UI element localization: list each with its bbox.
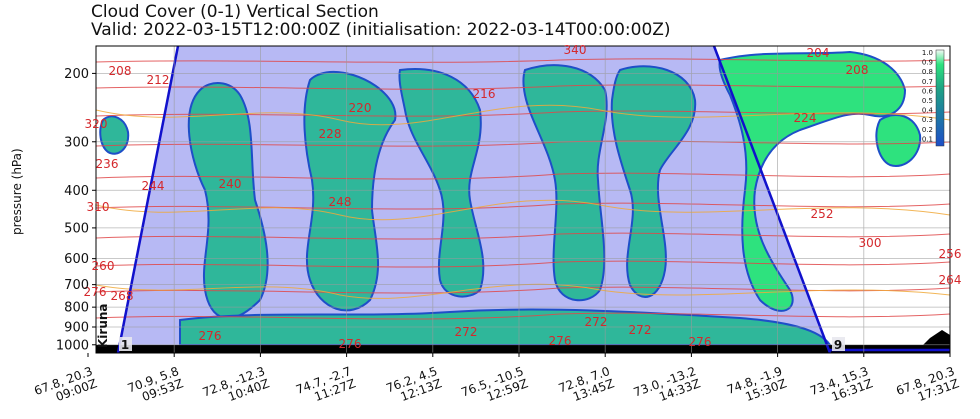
markers: 1 9 Kiruna	[96, 303, 845, 352]
contour-labels: 208 212 220 216 228 340 204 208 224 236 320 244 240 2…	[84, 43, 962, 351]
chart-subtitle: Valid: 2022-03-15T12:00:00Z (initialisat…	[91, 20, 671, 40]
contour-label: 244	[142, 179, 165, 193]
contour-label: 248	[329, 195, 352, 209]
y-tick-label: 300	[64, 135, 89, 150]
contour-label: 220	[349, 101, 372, 115]
contour-label: 208	[109, 64, 132, 78]
cloud-blob	[610, 65, 697, 298]
contour-label: 228	[319, 127, 342, 141]
marker-box	[832, 337, 845, 351]
grid	[96, 46, 950, 353]
colorbar-tick-label: 1.0	[922, 49, 933, 57]
contour-label: 272	[455, 325, 478, 339]
contour-label: 276	[199, 329, 222, 343]
x-tick-label: 76.2, 4.512:13Z	[384, 364, 443, 404]
contour-line	[96, 260, 950, 268]
x-tick-label: 73.0, -13.214:33Z	[632, 364, 703, 404]
contour-line	[96, 172, 950, 180]
temperature-contours	[96, 104, 950, 299]
y-tick-label: 400	[64, 184, 89, 199]
colorbar-tick-label: 0.9	[922, 59, 933, 67]
contour-line	[96, 199, 950, 221]
marker-box	[119, 337, 132, 351]
colorbar-tick-label: 0.2	[922, 126, 933, 134]
contour-label: 240	[219, 177, 242, 191]
colorbar-tick-label: 0.3	[922, 116, 933, 124]
contour-label: 212	[147, 73, 170, 87]
y-tick-label: 700	[64, 278, 89, 293]
y-tick-label: 1000	[56, 338, 89, 353]
ground-terrain	[915, 330, 950, 353]
contour-label: 340	[564, 43, 587, 57]
colorbar-tick-label: 0.7	[922, 78, 933, 86]
contour-label: 224	[794, 111, 817, 125]
contour-label: 216	[473, 87, 496, 101]
chart-title: Cloud Cover (0-1) Vertical Section	[91, 2, 379, 22]
contour-line	[96, 84, 950, 90]
x-tick-label: 74.8, -1.915:30Z	[725, 364, 789, 404]
x-axis: 67.8, 20.309:00Z 70.9, 5.809:53Z 72.8, -12…	[32, 353, 961, 404]
contour-line	[96, 283, 950, 299]
contour-line	[96, 202, 950, 210]
contour-label: 272	[585, 315, 608, 329]
contour-label: 272	[629, 323, 652, 337]
contour-label: 276	[339, 337, 362, 351]
y-tick-label: 600	[64, 252, 89, 267]
colorbar-tick-label: 0.8	[922, 68, 933, 76]
x-tick-label: 72.8, 7.013:45Z	[557, 364, 616, 404]
contour-label: 264	[939, 273, 962, 287]
x-tick-label: 67.8, 20.309:00Z	[32, 364, 99, 404]
cloud-blob	[522, 64, 608, 302]
contour-line	[96, 232, 950, 240]
contour-label: 276	[84, 285, 107, 299]
contour-line	[96, 104, 950, 126]
colorbar-tick-label: 0.5	[922, 97, 933, 105]
colorbar-tick-label: 0.1	[922, 135, 933, 143]
contour-label: 310	[87, 200, 110, 214]
x-tick-label: 67.8, 20.317:31Z	[894, 364, 961, 404]
location-label: Kiruna	[96, 303, 110, 348]
ground-terrain	[96, 345, 950, 353]
colorbar-gradient	[935, 49, 945, 147]
contour-label: 256	[939, 247, 962, 261]
y-tick-label: 500	[64, 221, 89, 236]
y-tick-label: 800	[64, 301, 89, 316]
cloud-blob	[875, 114, 922, 167]
contour-line	[96, 312, 950, 320]
contour-label: 320	[85, 117, 108, 131]
waypoint-marker: 1	[121, 338, 129, 352]
contour-label: 268	[111, 289, 134, 303]
y-tick-label: 900	[64, 321, 89, 336]
x-tick-label: 74.7, -2.711:27Z	[294, 364, 358, 404]
y-axis: 200 300 400 500 600 700 800 900 1000	[56, 67, 96, 353]
contour-label: 236	[96, 157, 119, 171]
contour-label: 208	[846, 63, 869, 77]
flight-path-ascent	[116, 46, 180, 353]
contour-label: 252	[811, 207, 834, 221]
plot-frame	[95, 45, 951, 354]
x-tick-label: 73.4, 15.316:31Z	[808, 364, 875, 404]
x-tick-label: 72.8, -12.310:40Z	[201, 364, 272, 404]
contour-label: 276	[549, 334, 572, 348]
contour-line	[96, 58, 950, 63]
cloud-blob	[398, 68, 485, 298]
cloud-blob	[303, 70, 397, 312]
contour-label: 260	[92, 259, 115, 273]
contour-label: 276	[689, 335, 712, 349]
x-tick-label: 76.5, -10.512:59Z	[459, 364, 530, 404]
x-tick-label: 70.9, 5.809:53Z	[126, 364, 185, 404]
cloud-blob	[99, 115, 130, 155]
colorbar: 1.0 0.90.8 0.70.6 0.5 0.40.3 0.20.1	[922, 49, 945, 147]
contour-label: 300	[859, 236, 882, 250]
flight-path-descent	[712, 46, 832, 353]
y-tick-label: 200	[64, 67, 89, 82]
colorbar-tick-label: 0.6	[922, 87, 934, 95]
waypoint-marker: 9	[834, 338, 842, 352]
contour-label: 204	[807, 46, 830, 60]
colorbar-tick-label: 0.4	[922, 107, 934, 115]
theta-contours	[96, 58, 950, 320]
